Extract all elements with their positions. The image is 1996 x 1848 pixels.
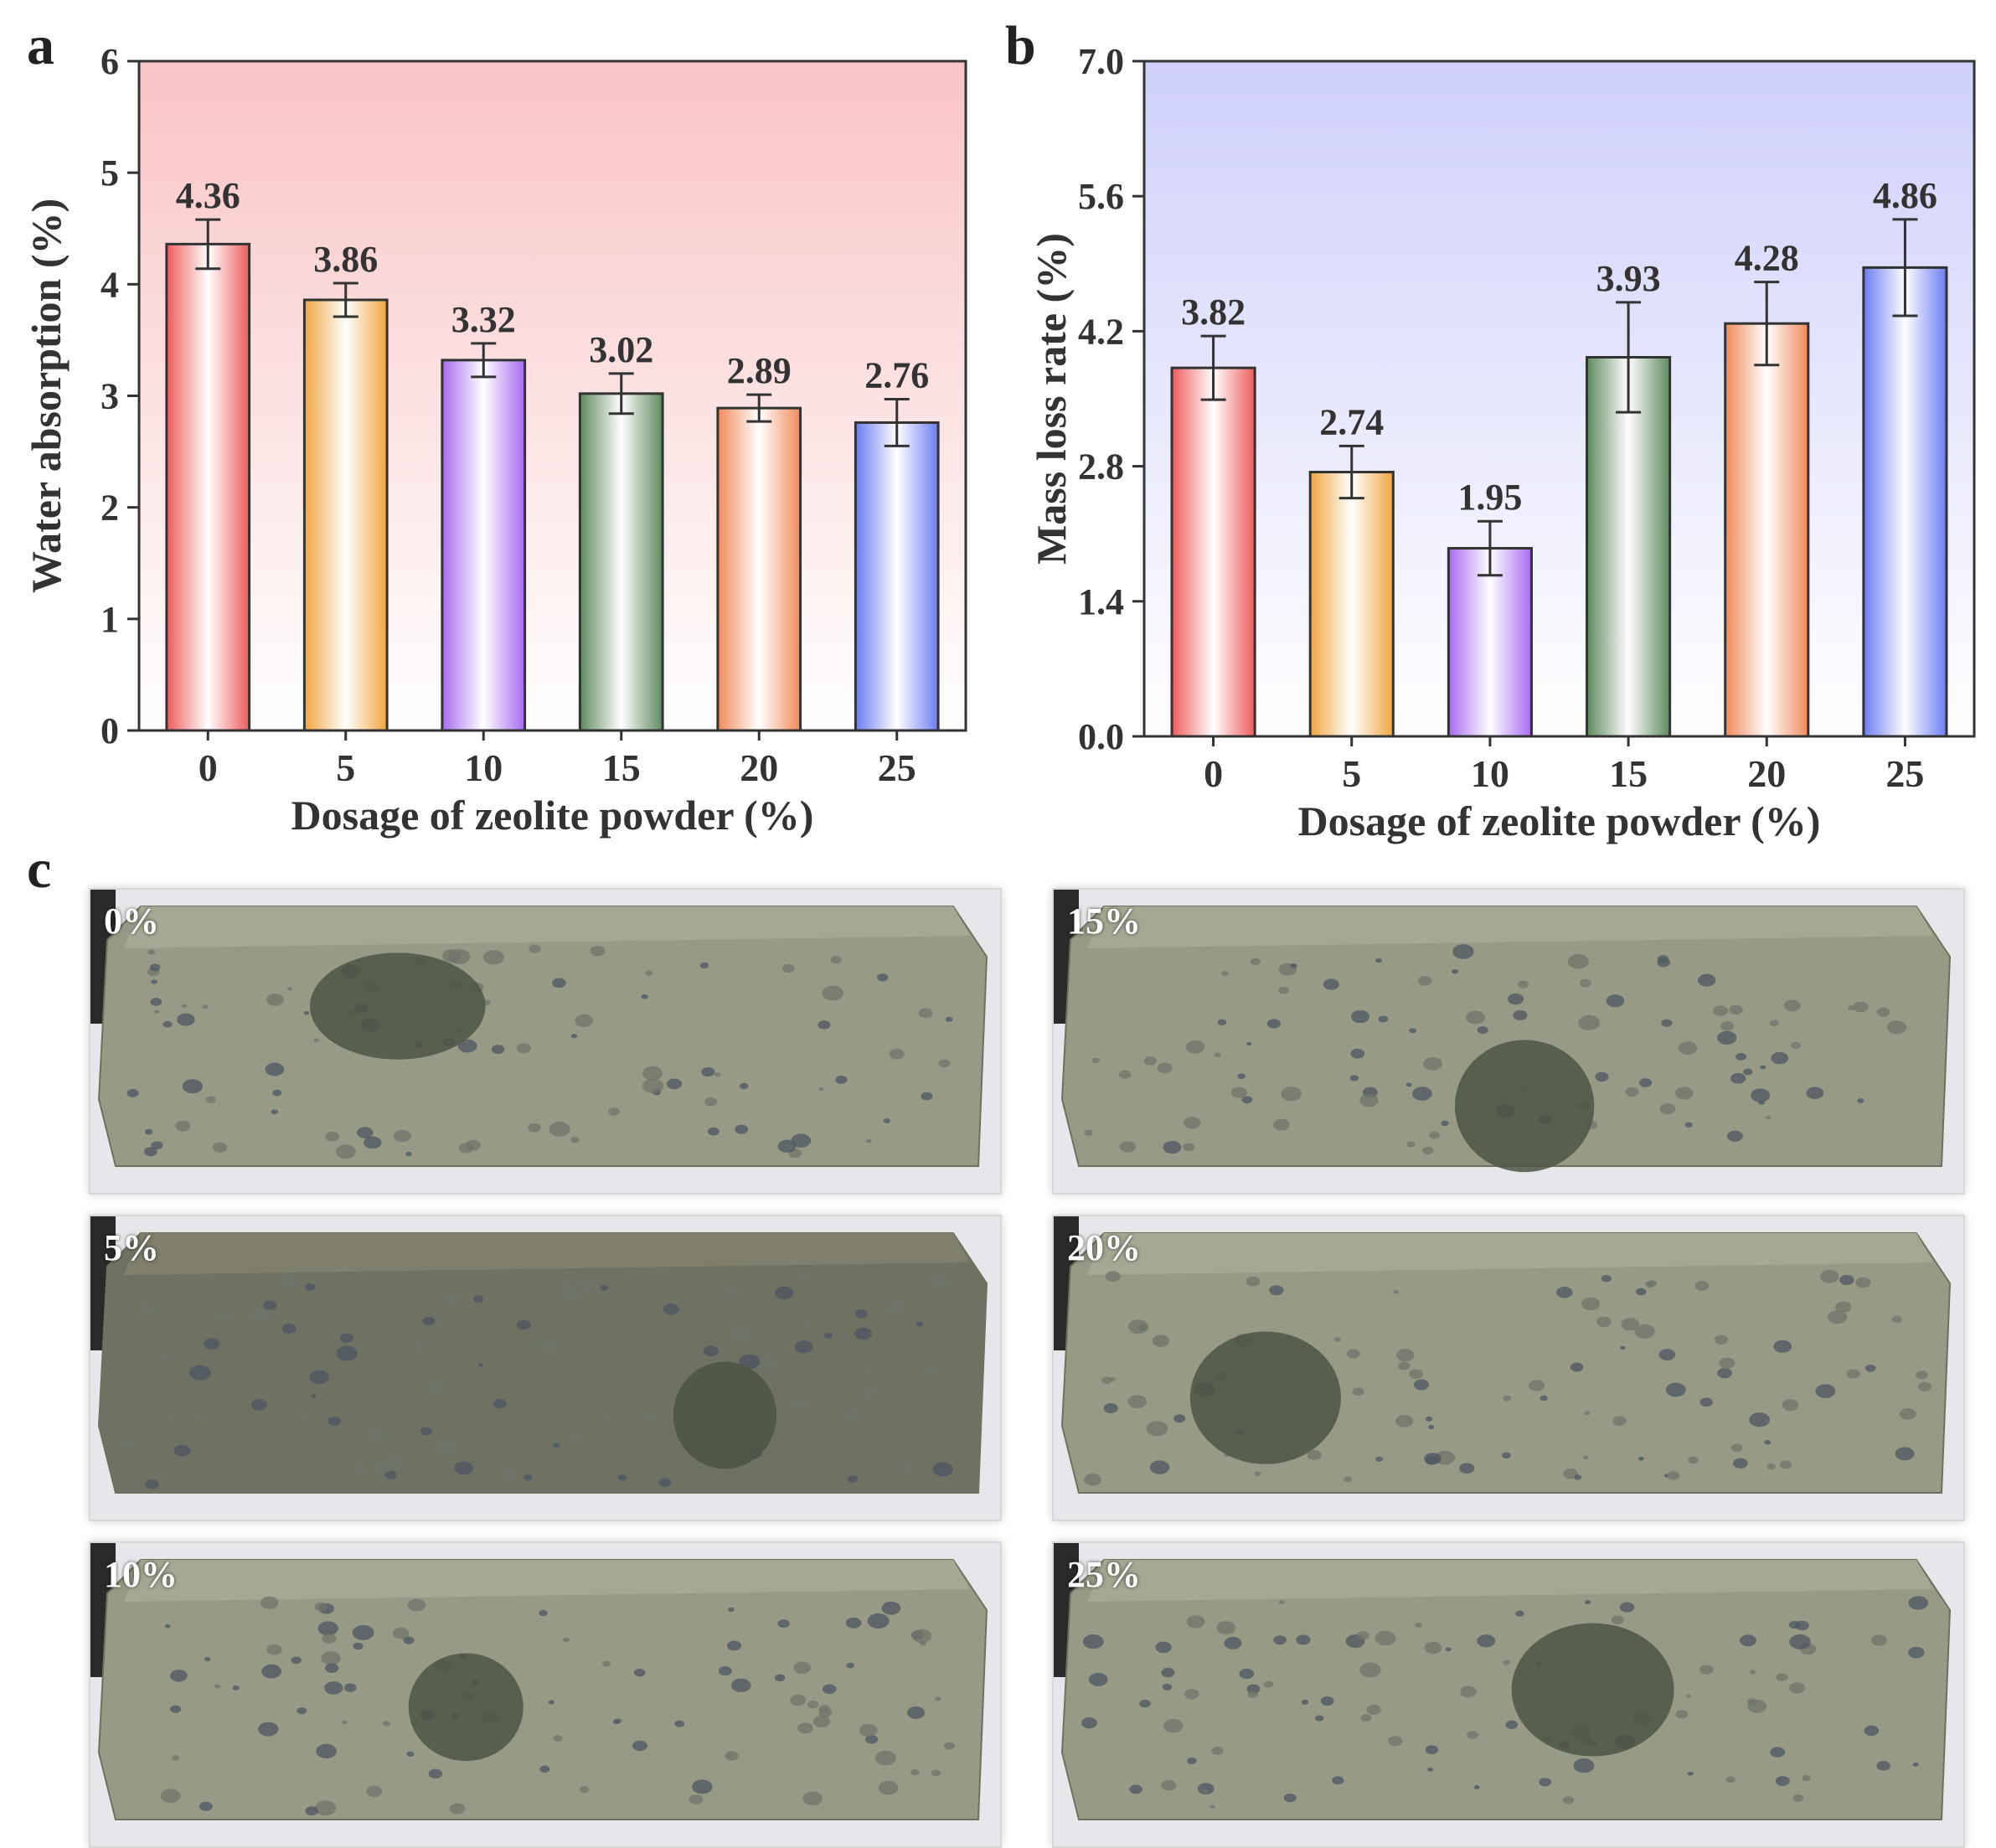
x-axis-label: Dosage of zeolite powder (%) — [291, 792, 814, 839]
specimen-image — [90, 1216, 1000, 1520]
error-bar-20 — [746, 393, 772, 423]
x-axis-label: Dosage of zeolite powder (%) — [1298, 798, 1821, 844]
y-tick-label: 4 — [101, 264, 119, 305]
charts-canvas: 4.36 0 3.86 5 3.32 10 3.02 15 2.89 20 2.76 25 0 1 2 3 4 5… — [23, 41, 1976, 844]
bar-25 — [854, 421, 940, 732]
specimen-label: 0% — [104, 901, 159, 942]
x-tick-label: 10 — [464, 746, 503, 789]
y-tick-label: 6 — [101, 41, 119, 82]
plot-frame — [137, 59, 967, 732]
value-label-0: 3.82 — [1181, 292, 1246, 333]
bar-5 — [302, 298, 389, 732]
value-label-20: 2.89 — [727, 350, 792, 391]
y-tick-label: 2 — [101, 488, 119, 529]
value-label-20: 4.28 — [1735, 238, 1799, 279]
bar-15 — [1586, 355, 1672, 738]
specimen-image — [1054, 890, 1963, 1193]
value-label-0: 4.36 — [176, 175, 240, 216]
specimen-photo: 25% — [1052, 1541, 1965, 1848]
x-tick-label: 15 — [602, 746, 641, 789]
x-tick-label: 5 — [336, 746, 355, 789]
x-tick-label: 0 — [1204, 752, 1223, 795]
specimen-label: 20% — [1067, 1227, 1141, 1268]
value-label-25: 2.76 — [864, 354, 929, 395]
bar-0 — [1170, 366, 1256, 738]
x-tick-label: 10 — [1471, 752, 1509, 795]
specimen-label: 25% — [1067, 1554, 1141, 1595]
y-tick-label: 0 — [101, 710, 119, 751]
bar-25 — [1862, 266, 1948, 738]
value-label-5: 2.74 — [1319, 401, 1384, 442]
y-tick-label: 5.6 — [1078, 176, 1124, 217]
specimen-image — [1054, 1543, 1963, 1846]
y-axis-label: Water absorption (%) — [23, 199, 70, 593]
specimen-photo: 10% — [89, 1541, 1002, 1848]
value-label-5: 3.86 — [313, 239, 378, 280]
y-tick-label: 1.4 — [1078, 581, 1124, 622]
value-label-10: 3.32 — [451, 299, 516, 340]
error-bar-10 — [471, 342, 497, 379]
value-label-15: 3.93 — [1596, 258, 1661, 299]
bar-20 — [716, 406, 802, 732]
error-bar-20 — [1754, 281, 1780, 367]
x-tick-label: 20 — [1747, 752, 1786, 795]
x-tick-label: 25 — [878, 746, 916, 789]
error-bar-10 — [1477, 519, 1503, 577]
specimen-label: 5% — [104, 1227, 159, 1268]
bar-5 — [1308, 471, 1395, 738]
specimen-image — [90, 1543, 1000, 1846]
error-bar-5 — [1338, 444, 1364, 500]
y-tick-label: 0.0 — [1078, 716, 1124, 757]
y-tick-label: 1 — [101, 599, 119, 640]
error-bar-0 — [1200, 334, 1226, 401]
x-tick-label: 5 — [1342, 752, 1361, 795]
specimen-photo: 20% — [1052, 1215, 1965, 1521]
y-tick-label: 4.2 — [1078, 311, 1124, 352]
bar-0 — [165, 242, 251, 732]
specimen-label: 15% — [1067, 901, 1141, 942]
error-bar-5 — [333, 281, 358, 318]
specimen-photo: 0% — [89, 888, 1002, 1195]
specimen-image — [90, 890, 1000, 1193]
chart-b: 3.82 0 2.74 5 1.95 10 3.93 15 4.28 20 4.86 25 0.0 1.4… — [1028, 41, 1976, 844]
x-tick-label: 15 — [1609, 752, 1648, 795]
panel-letter-b: b — [1005, 15, 1036, 76]
plot-background — [1144, 61, 1974, 736]
error-bar-25 — [884, 397, 910, 447]
bar-10 — [441, 359, 527, 732]
specimen-label: 10% — [104, 1554, 178, 1595]
value-label-15: 3.02 — [589, 329, 653, 370]
specimen-image — [1054, 1216, 1963, 1520]
chart-a: 4.36 0 3.86 5 3.32 10 3.02 15 2.89 20 2.76 25 0 1 2 3 4 5… — [23, 41, 967, 839]
specimen-photo: 5% — [89, 1215, 1002, 1521]
plot-background — [139, 61, 966, 730]
x-tick-label: 25 — [1885, 752, 1924, 795]
x-tick-label: 20 — [740, 746, 778, 789]
y-tick-label: 2.8 — [1078, 447, 1124, 488]
y-tick-label: 3 — [101, 376, 119, 417]
y-tick-label: 5 — [101, 152, 119, 194]
value-label-10: 1.95 — [1457, 477, 1522, 518]
error-bar-25 — [1892, 218, 1918, 317]
bar-20 — [1724, 322, 1810, 738]
plot-frame — [1142, 59, 1976, 738]
error-bar-15 — [608, 372, 634, 416]
y-axis-label: Mass loss rate (%) — [1028, 233, 1075, 565]
error-bar-15 — [1616, 301, 1642, 414]
error-bar-0 — [195, 218, 221, 271]
value-label-25: 4.86 — [1873, 175, 1937, 216]
panel-letter-a: a — [27, 15, 54, 76]
y-tick-label: 7.0 — [1078, 41, 1124, 82]
specimen-photo: 15% — [1052, 888, 1965, 1195]
x-tick-label: 0 — [199, 746, 218, 789]
bar-15 — [578, 392, 664, 732]
panel-letter-c: c — [27, 839, 52, 900]
